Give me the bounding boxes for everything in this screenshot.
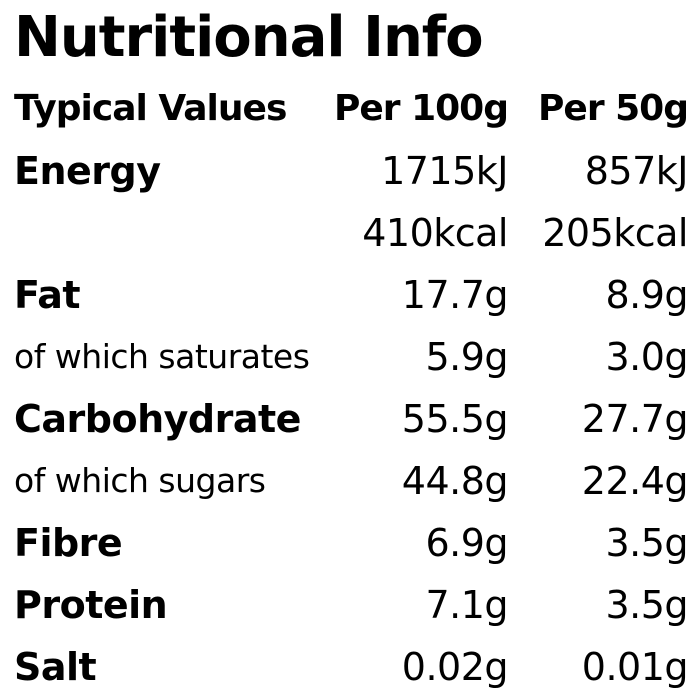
value-per-50g: 3.5g [605,521,688,565]
value-per-100g: 1715kJ [381,149,508,193]
value-per-50g: 0.01g [581,645,689,689]
row-label: of which sugars [14,461,266,500]
value-per-50g: 857kJ [584,149,689,193]
row-label: Protein [14,583,168,627]
page-title: Nutritional Info [14,5,484,70]
table-row-carbohydrate: Carbohydrate 55.5g 27.7g [0,388,700,450]
row-label: Fibre [14,521,123,565]
table-row-fibre: Fibre 6.9g 3.5g [0,512,700,574]
header-per-50g: Per 50g [538,88,689,129]
table-row-sugars: of which sugars 44.8g 22.4g [0,450,700,512]
row-label: Salt [14,645,97,689]
nutrition-table: Typical Values Per 100g Per 50g Energy 1… [0,78,700,698]
value-per-100g: 410kcal [362,211,508,255]
value-per-100g: 7.1g [425,583,508,627]
value-per-50g: 8.9g [605,273,688,317]
value-per-100g: 55.5g [401,397,509,441]
value-per-50g: 3.0g [605,335,688,379]
table-row-energy-kcal: 410kcal 205kcal [0,202,700,264]
value-per-100g: 0.02g [401,645,509,689]
table-row-saturates: of which saturates 5.9g 3.0g [0,326,700,388]
table-row-salt: Salt 0.02g 0.01g [0,636,700,698]
value-per-100g: 44.8g [401,459,509,503]
value-per-50g: 205kcal [542,211,688,255]
header-label: Typical Values [14,88,287,129]
table-row-fat: Fat 17.7g 8.9g [0,264,700,326]
row-label: Carbohydrate [14,397,301,441]
row-label: Fat [14,273,81,317]
value-per-50g: 27.7g [581,397,689,441]
table-header-row: Typical Values Per 100g Per 50g [0,78,700,140]
row-label: of which saturates [14,337,310,376]
header-per-100g: Per 100g [333,88,509,129]
value-per-50g: 22.4g [581,459,689,503]
value-per-50g: 3.5g [605,583,688,627]
value-per-100g: 6.9g [425,521,508,565]
table-row-energy-kj: Energy 1715kJ 857kJ [0,140,700,202]
value-per-100g: 5.9g [425,335,508,379]
value-per-100g: 17.7g [401,273,509,317]
table-row-protein: Protein 7.1g 3.5g [0,574,700,636]
row-label: Energy [14,149,161,193]
